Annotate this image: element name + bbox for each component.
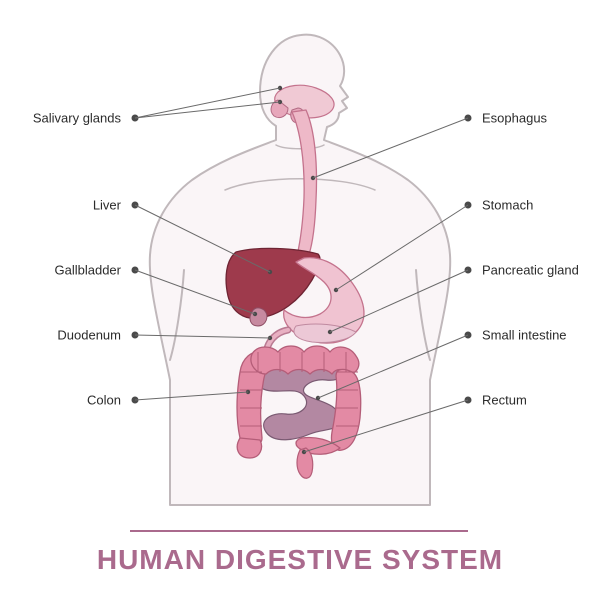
label-duodenum: Duodenum <box>57 329 135 342</box>
title-underline <box>130 530 468 532</box>
label-liver: Liver <box>93 199 135 212</box>
digestive-diagram <box>0 0 600 600</box>
label-salivary-glands: Salivary glands <box>33 112 135 125</box>
label-stomach: Stomach <box>468 199 533 212</box>
label-colon: Colon <box>87 394 135 407</box>
label-esophagus: Esophagus <box>468 112 547 125</box>
diagram-title: HUMAN DIGESTIVE SYSTEM <box>0 544 600 576</box>
label-gallbladder: Gallbladder <box>55 264 136 277</box>
label-pancreatic-gland: Pancreatic gland <box>468 264 579 277</box>
label-small-intestine: Small intestine <box>468 329 567 342</box>
label-rectum: Rectum <box>468 394 527 407</box>
